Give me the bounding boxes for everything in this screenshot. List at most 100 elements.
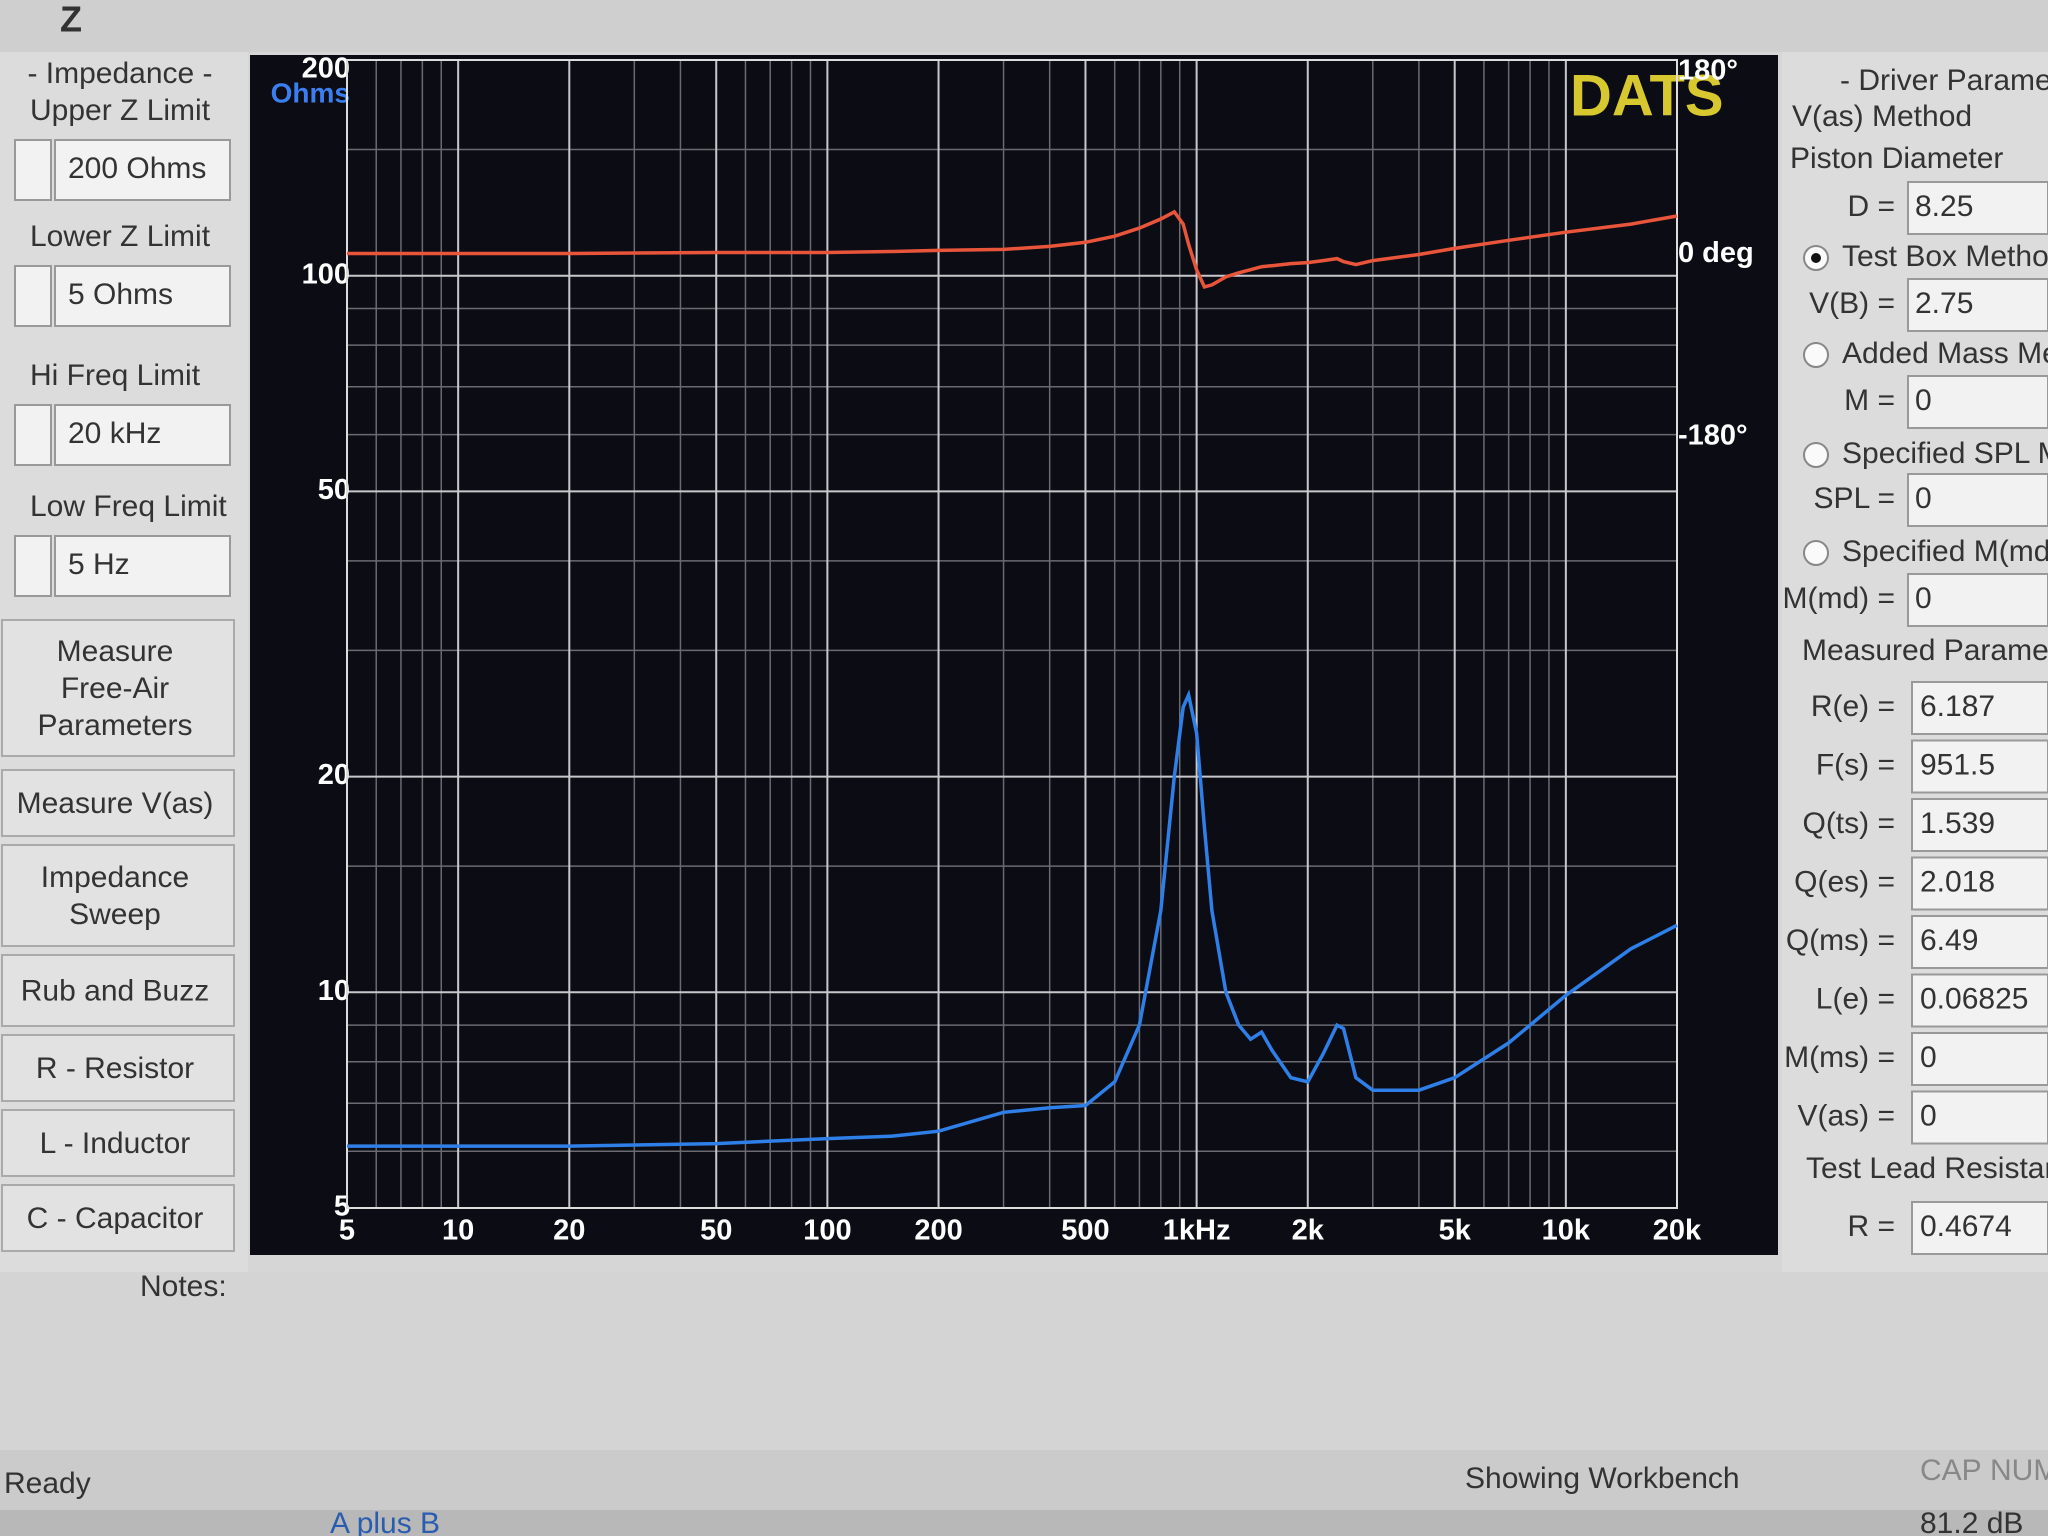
param-field	[1911, 973, 2048, 1028]
button-label: R - Resistor	[36, 1052, 194, 1085]
limit-label: Hi Freq Limit	[30, 359, 201, 392]
radio[interactable]	[1803, 342, 1829, 368]
status-text: Showing Workbench	[1465, 1462, 1740, 1495]
z-button[interactable]: Z	[60, 0, 82, 40]
button-label: C - Capacitor	[27, 1202, 204, 1235]
param-label: M(ms) =	[1784, 1041, 1895, 1074]
button[interactable]	[1, 954, 235, 1027]
button[interactable]	[1, 1034, 235, 1102]
radio-label: Specified SPL M	[1842, 437, 2048, 470]
series-line	[347, 689, 1678, 1148]
x-tick-label: 5	[339, 1215, 355, 1247]
param-label: Q(ms) =	[1786, 924, 1895, 957]
button-label: Measure V(as)	[17, 787, 214, 820]
notes-area	[0, 1272, 2048, 1450]
field[interactable]	[1907, 278, 2048, 332]
logo: DATS	[1570, 63, 1724, 128]
field[interactable]	[1907, 375, 2048, 429]
y-tick-label: 200	[302, 53, 350, 85]
radio[interactable]	[1803, 442, 1829, 468]
param-field	[1911, 1032, 2048, 1086]
plot-frame	[346, 59, 1678, 1209]
param-label: Q(es) =	[1794, 865, 1895, 898]
section-label: V(as) Method	[1792, 100, 1972, 133]
limit-label: Lower Z Limit	[30, 220, 211, 253]
param-field	[1911, 856, 2048, 911]
limit-value: 20 kHz	[68, 417, 161, 450]
button[interactable]	[1, 1184, 235, 1252]
x-tick-label: 5k	[1439, 1215, 1472, 1247]
radio[interactable]	[1803, 540, 1829, 566]
radio-label: Specified M(md)	[1842, 535, 2048, 568]
button[interactable]	[1, 1109, 235, 1177]
param-field	[1911, 681, 2048, 735]
limit-field[interactable]	[54, 404, 231, 466]
button-label: Measure	[57, 635, 174, 668]
limit-value: 5 Ohms	[68, 278, 173, 311]
radio-label: Test Box Metho	[1842, 240, 2048, 273]
param-value: 0.4674	[1920, 1210, 2012, 1243]
taskbar-level: 81.2 dB	[1920, 1507, 2023, 1536]
param-value: 1.539	[1920, 807, 1995, 840]
param-value: 6.49	[1920, 924, 1978, 957]
section-label: Piston Diameter	[1790, 142, 2003, 175]
y-tick-label: 5	[334, 1191, 350, 1223]
y2-tick-label: -180°	[1678, 420, 1748, 452]
param-field[interactable]	[1911, 1201, 2048, 1255]
spinner[interactable]	[14, 265, 52, 327]
status-text: Ready	[4, 1467, 91, 1500]
x-tick-label: 1kHz	[1163, 1215, 1231, 1247]
button[interactable]	[1, 769, 235, 837]
button-label: Rub and Buzz	[21, 974, 209, 1007]
spinner[interactable]	[14, 404, 52, 466]
field[interactable]	[1907, 181, 2048, 235]
param-label: Q(ts) =	[1802, 807, 1895, 840]
limit-field[interactable]	[54, 139, 231, 201]
y-tick-label: 10	[318, 975, 350, 1007]
button[interactable]	[1, 619, 235, 757]
limit-field[interactable]	[54, 265, 231, 327]
param-value: 0	[1920, 1099, 1937, 1132]
button-label: L - Inductor	[40, 1127, 191, 1160]
limit-label: Upper Z Limit	[30, 94, 211, 127]
toolbar	[0, 0, 2048, 52]
x-tick-label: 500	[1061, 1215, 1109, 1247]
x-tick-label: 200	[914, 1215, 962, 1247]
taskbar-item[interactable]: A plus B	[330, 1507, 440, 1536]
x-tick-label: 2k	[1292, 1215, 1325, 1247]
button-label: Sweep	[69, 898, 161, 931]
param-field	[1911, 915, 2048, 969]
y-tick-label: 100	[302, 258, 350, 290]
notes-label: Notes:	[140, 1270, 227, 1303]
param-label: V(as) =	[1797, 1099, 1895, 1132]
status-indicator: CAP	[1920, 1454, 1982, 1487]
spinner[interactable]	[14, 139, 52, 201]
limit-label: Low Freq Limit	[30, 490, 227, 523]
y2-tick-label: 0 deg	[1678, 237, 1754, 269]
button[interactable]	[1, 844, 235, 947]
section-title: Measured Paramet	[1802, 634, 2048, 667]
field[interactable]	[1907, 473, 2048, 527]
y-tick-label: 20	[318, 759, 350, 791]
x-tick-label: 20k	[1653, 1215, 1702, 1247]
field[interactable]	[1907, 573, 2048, 627]
x-tick-label: 10	[442, 1215, 474, 1247]
section-title: Test Lead Resistar	[1806, 1152, 2048, 1185]
field-label: D =	[1847, 190, 1895, 223]
param-label: R(e) =	[1811, 690, 1895, 723]
field-value: 8.25	[1915, 190, 1973, 223]
button-label: Impedance	[41, 861, 189, 894]
spinner[interactable]	[14, 535, 52, 597]
series-line	[347, 209, 1678, 289]
field-label: SPL =	[1814, 482, 1895, 515]
taskbar	[0, 1510, 2048, 1536]
param-value: 0	[1920, 1041, 1937, 1074]
x-tick-label: 10k	[1542, 1215, 1591, 1247]
param-field	[1911, 1090, 2048, 1145]
y2-tick-label: 180°	[1678, 55, 1738, 87]
panel-title: - Driver Paramet	[1840, 64, 2048, 97]
limit-field[interactable]	[54, 535, 231, 597]
x-tick-label: 50	[700, 1215, 732, 1247]
field-label: V(B) =	[1809, 287, 1895, 320]
